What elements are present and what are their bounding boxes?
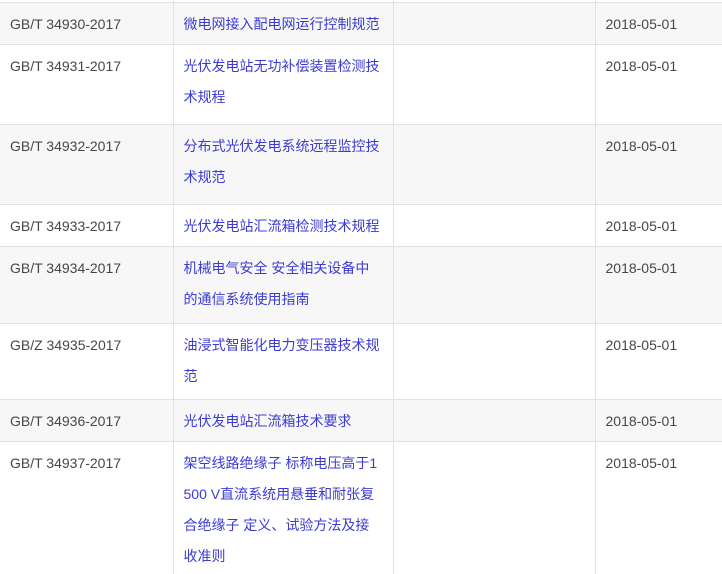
table-row: GB/T 34931-2017 光伏发电站无功补偿装置检测技术规程 2018-0… <box>0 43 722 125</box>
standard-number-cell: GB/T 34933-2017 <box>0 203 174 247</box>
table-row: GB/T 34936-2017 光伏发电站汇流箱技术要求 2018-05-01 <box>0 398 722 442</box>
standard-title-link[interactable]: 微电网接入配电网运行控制规范 <box>183 15 380 32</box>
standard-title-cell: 机械电气安全 安全相关设备中的通信系统使用指南 <box>172 245 394 324</box>
standard-title-cell: 光伏发电站汇流箱技术要求 <box>172 398 394 442</box>
date-cell: 2018-05-01 <box>594 245 722 324</box>
date-cell: 2018-05-01 <box>594 398 722 442</box>
empty-cell <box>392 123 596 205</box>
date-cell: 2018-05-01 <box>594 440 722 574</box>
empty-cell <box>392 43 596 125</box>
table-row: GB/T 34934-2017 机械电气安全 安全相关设备中的通信系统使用指南 … <box>0 245 722 324</box>
standard-number-cell: GB/T 34937-2017 <box>0 440 174 574</box>
standard-number-cell: GB/T 34934-2017 <box>0 245 174 324</box>
empty-cell <box>392 203 596 247</box>
standard-title-cell: 架空线路绝缘子 标称电压高于1500 V直流系统用悬垂和耐张复合绝缘子 定义、试… <box>172 440 394 574</box>
standard-number-cell: GB/T 34931-2017 <box>0 43 174 125</box>
standard-title-link[interactable]: 光伏发电站汇流箱检测技术规程 <box>183 217 380 234</box>
standard-title-link[interactable]: 光伏发电站无功补偿装置检测技术规程 <box>183 57 380 105</box>
date-cell: 2018-05-01 <box>594 43 722 125</box>
standard-title-link[interactable]: 架空线路绝缘子 标称电压高于1500 V直流系统用悬垂和耐张复合绝缘子 定义、试… <box>183 454 378 564</box>
standard-title-link[interactable]: 油浸式智能化电力变压器技术规范 <box>183 336 380 384</box>
table-row: GB/T 34933-2017 光伏发电站汇流箱检测技术规程 2018-05-0… <box>0 203 722 247</box>
empty-cell <box>392 440 596 574</box>
empty-cell <box>392 245 596 324</box>
standard-title-link[interactable]: 光伏发电站汇流箱技术要求 <box>183 412 352 429</box>
table-row: GB/T 34932-2017 分布式光伏发电系统远程监控技术规范 2018-0… <box>0 123 722 205</box>
empty-cell <box>392 398 596 442</box>
standard-number-cell: GB/Z 34935-2017 <box>0 322 174 400</box>
date-cell: 2018-05-01 <box>594 1 722 45</box>
standard-title-cell: 油浸式智能化电力变压器技术规范 <box>172 322 394 400</box>
standard-title-cell: 分布式光伏发电系统远程监控技术规范 <box>172 123 394 205</box>
standard-title-cell: 光伏发电站无功补偿装置检测技术规程 <box>172 43 394 125</box>
standard-number-cell: GB/T 34930-2017 <box>0 1 174 45</box>
standard-number-cell: GB/T 34936-2017 <box>0 398 174 442</box>
date-cell: 2018-05-01 <box>594 322 722 400</box>
standard-title-link[interactable]: 机械电气安全 安全相关设备中的通信系统使用指南 <box>183 259 370 307</box>
date-cell: 2018-05-01 <box>594 123 722 205</box>
standard-title-link[interactable]: 分布式光伏发电系统远程监控技术规范 <box>183 137 380 185</box>
standard-title-cell: 微电网接入配电网运行控制规范 <box>172 1 394 45</box>
standard-number-cell: GB/T 34932-2017 <box>0 123 174 205</box>
empty-cell <box>392 1 596 45</box>
table-row: GB/T 34937-2017 架空线路绝缘子 标称电压高于1500 V直流系统… <box>0 440 722 574</box>
table-row: GB/Z 34935-2017 油浸式智能化电力变压器技术规范 2018-05-… <box>0 322 722 400</box>
table-row: GB/T 34930-2017 微电网接入配电网运行控制规范 2018-05-0… <box>0 1 722 45</box>
date-cell: 2018-05-01 <box>594 203 722 247</box>
empty-cell <box>392 322 596 400</box>
standard-title-cell: 光伏发电站汇流箱检测技术规程 <box>172 203 394 247</box>
